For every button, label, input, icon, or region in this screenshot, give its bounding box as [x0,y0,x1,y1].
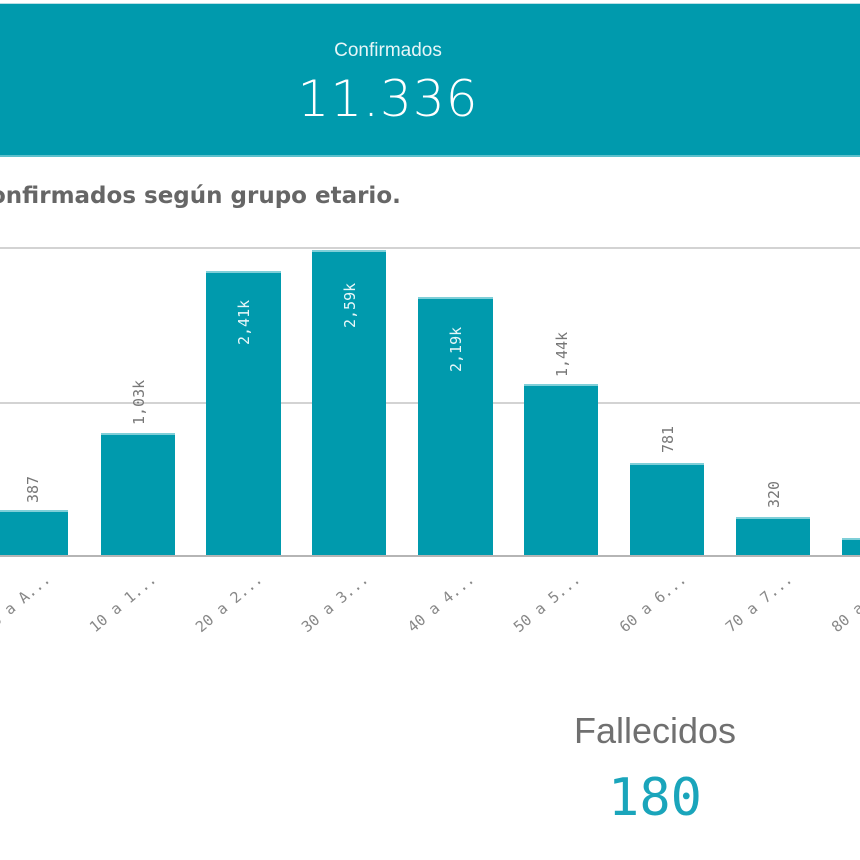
bar-value-label: 1,44k [553,331,571,377]
bar-value-label: 2,19k [447,326,465,372]
x-axis-label: 0 a A... [0,570,54,631]
kpi-fallecidos-label: Fallecidos [573,710,737,751]
x-axis-label: 60 a 6... [615,570,690,637]
x-axis-label: 30 a 3... [297,570,372,637]
bar-0[interactable] [0,510,68,555]
x-axis-label: 80 a 8... [827,570,860,637]
bar-value-label: 2,41k [235,299,253,345]
x-axis-baseline [0,555,860,557]
bar-1[interactable] [101,433,175,555]
kpi-fallecidos-value: 180 [608,768,702,828]
kpi-confirmados: Confirmados 11.336 [0,3,860,157]
bar-3[interactable] [312,250,386,555]
kpi-confirmados-label: Confirmados [334,40,442,61]
x-axis-label: 70 a 7... [721,570,796,637]
bar-value-label: 781 [659,425,677,453]
bar-4[interactable] [418,297,493,555]
bar-value-label: 2,59k [341,282,359,328]
x-axis-label: 40 a 4... [403,570,478,637]
x-axis-label: 20 a 2... [191,570,266,637]
gridline-top [0,247,860,249]
bar-value-label: 387 [24,475,42,503]
bar-7[interactable] [736,517,810,555]
chart-title: onfirmados según grupo etario. [0,183,401,209]
kpi-confirmados-value: 11.336 [297,70,479,128]
bar-value-label: 320 [765,480,783,508]
bar-8[interactable] [842,538,860,555]
bar-value-label: 1,03k [130,379,148,425]
x-axis-label: 50 a 5... [509,570,584,637]
bar-2[interactable] [206,271,281,555]
bar-5[interactable] [524,384,598,555]
x-axis-label: 10 a 1... [85,570,160,637]
bar-6[interactable] [630,463,704,555]
